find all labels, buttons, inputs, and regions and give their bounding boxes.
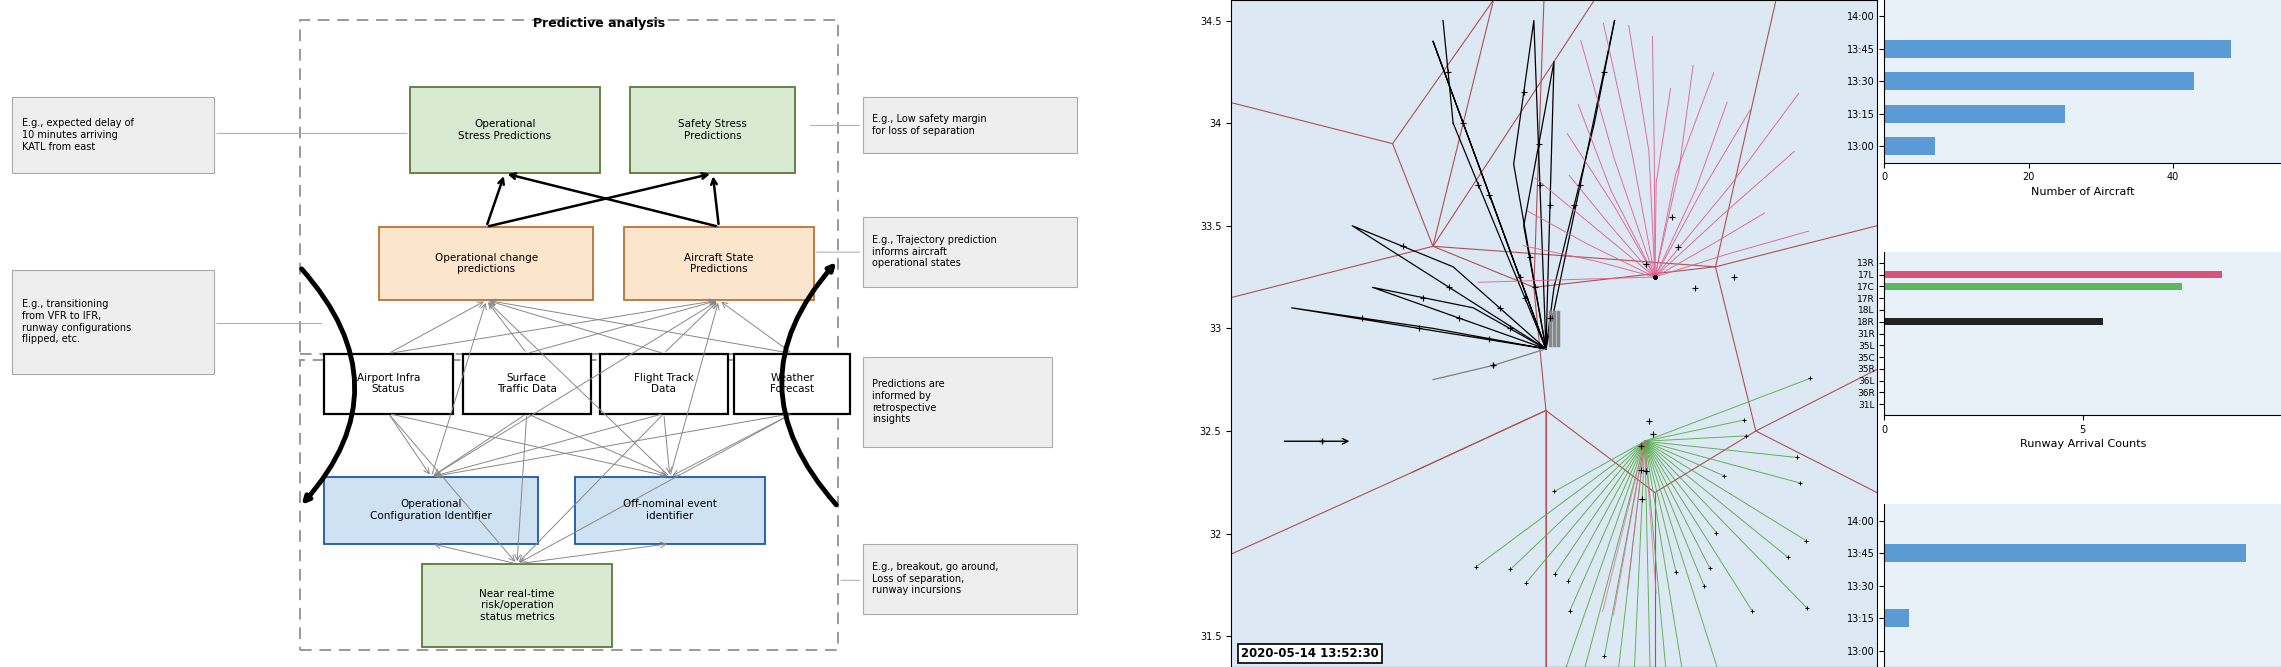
- FancyBboxPatch shape: [11, 97, 214, 173]
- FancyBboxPatch shape: [379, 227, 593, 300]
- Text: Aircraft State
Predictions: Aircraft State Predictions: [684, 253, 753, 274]
- Text: Near real-time
risk/operation
status metrics: Near real-time risk/operation status met…: [479, 589, 554, 622]
- FancyBboxPatch shape: [324, 354, 452, 414]
- Bar: [1884, 271, 2222, 278]
- FancyBboxPatch shape: [422, 564, 611, 647]
- Text: E.g., transitioning
from VFR to IFR,
runway configurations
flipped, etc.: E.g., transitioning from VFR to IFR, run…: [23, 299, 132, 344]
- Text: Operational change
predictions: Operational change predictions: [436, 253, 538, 274]
- Text: E.g., Trajectory prediction
informs aircraft
operational states: E.g., Trajectory prediction informs airc…: [871, 235, 997, 268]
- Bar: [1884, 105, 2064, 123]
- Text: E.g., expected delay of
10 minutes arriving
KATL from east: E.g., expected delay of 10 minutes arriv…: [23, 119, 135, 151]
- Bar: [299, 20, 837, 354]
- Bar: [1884, 40, 2231, 58]
- Text: 2020-05-14 13:52:30: 2020-05-14 13:52:30: [1241, 647, 1380, 660]
- Text: Flight Track
Data: Flight Track Data: [634, 373, 693, 394]
- FancyBboxPatch shape: [411, 87, 600, 173]
- Bar: [1884, 318, 2103, 325]
- FancyBboxPatch shape: [625, 227, 814, 300]
- Bar: [1884, 283, 2183, 289]
- FancyBboxPatch shape: [734, 354, 851, 414]
- FancyBboxPatch shape: [11, 270, 214, 374]
- X-axis label: Runway Arrival Counts: Runway Arrival Counts: [2019, 439, 2146, 449]
- Text: E.g., Low safety margin
for loss of separation: E.g., Low safety margin for loss of sepa…: [871, 114, 988, 136]
- Text: Predictive analysis: Predictive analysis: [534, 17, 666, 29]
- Text: Operational
Configuration Identifier: Operational Configuration Identifier: [370, 500, 493, 521]
- Text: Surface
Traffic Data: Surface Traffic Data: [497, 373, 557, 394]
- Bar: [1884, 137, 1934, 155]
- FancyBboxPatch shape: [630, 87, 796, 173]
- Text: Off-nominal event
identifier: Off-nominal event identifier: [623, 500, 716, 521]
- Text: Safety Stress
Predictions: Safety Stress Predictions: [677, 119, 748, 141]
- Text: Airport Infra
Status: Airport Infra Status: [356, 373, 420, 394]
- FancyBboxPatch shape: [575, 477, 764, 544]
- Bar: [299, 360, 837, 650]
- Text: Retrospective analysis: Retrospective analysis: [433, 611, 593, 624]
- Text: Predictions are
informed by
retrospective
insights: Predictions are informed by retrospectiv…: [871, 380, 944, 424]
- Text: E.g., breakout, go around,
Loss of separation,
runway incursions: E.g., breakout, go around, Loss of separ…: [871, 562, 999, 595]
- FancyBboxPatch shape: [600, 354, 728, 414]
- FancyBboxPatch shape: [862, 544, 1077, 614]
- FancyBboxPatch shape: [862, 217, 1077, 287]
- Bar: [1884, 609, 1909, 627]
- Text: Weather
Forecast: Weather Forecast: [771, 373, 814, 394]
- FancyBboxPatch shape: [324, 477, 538, 544]
- FancyBboxPatch shape: [463, 354, 591, 414]
- Text: Operational
Stress Predictions: Operational Stress Predictions: [458, 119, 552, 141]
- Bar: [1884, 544, 2247, 562]
- X-axis label: Number of Aircraft: Number of Aircraft: [2030, 187, 2135, 197]
- Bar: [1884, 73, 2194, 90]
- FancyBboxPatch shape: [862, 97, 1077, 153]
- FancyBboxPatch shape: [862, 357, 1052, 447]
